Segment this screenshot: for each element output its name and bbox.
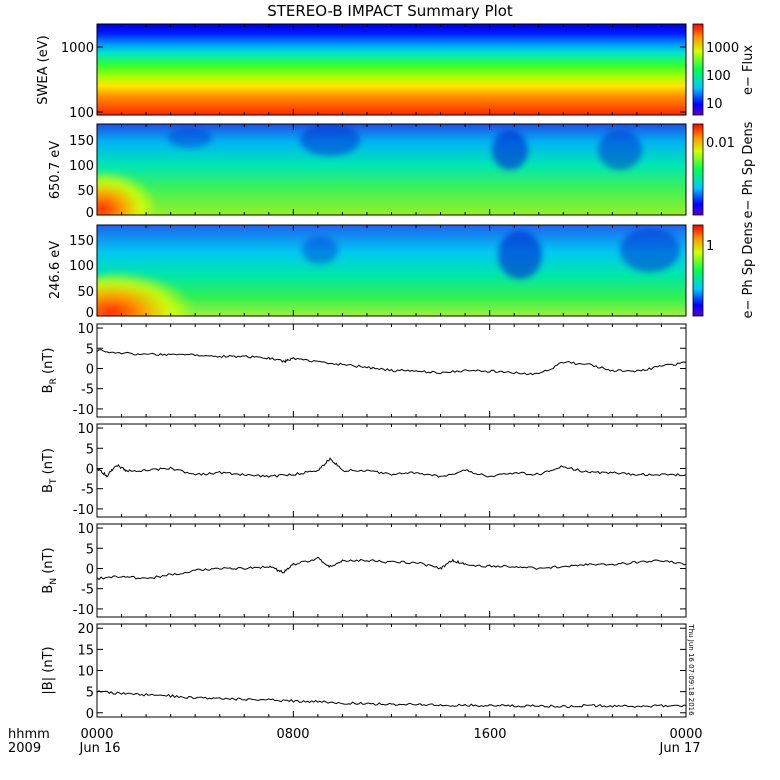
- pad246-ytick-100: 100: [69, 259, 94, 274]
- pad650-colorbar: [692, 123, 704, 216]
- plot-title: STEREO-B IMPACT Summary Plot: [267, 2, 513, 20]
- br-ytick-label: 0: [86, 362, 94, 377]
- time-axis-corner-bottom: 2009: [8, 741, 41, 756]
- bt-ytick-label: -10: [73, 503, 94, 518]
- pad650-ytick-150: 150: [69, 134, 94, 149]
- bn-ytick-label: 10: [77, 522, 94, 537]
- bn-ytick-label: 5: [86, 542, 94, 557]
- bmag-panel: 20 15 10 5 0 |B| (nT): [41, 622, 687, 722]
- br-panel: 10 5 0 -5 -10 BR (nT): [41, 322, 687, 418]
- bmag-ytick-label: 15: [77, 643, 94, 658]
- bt-ytick-label: 5: [86, 442, 94, 457]
- bmag-series-line: [96, 690, 687, 709]
- generation-timestamp: Thu Jun 16 07:09:18 2016: [687, 623, 695, 716]
- bt-ytick-label: -5: [81, 483, 94, 498]
- time-tick-0000: 0000: [80, 727, 113, 742]
- pad246-panel: 150 100 50 0 246.6 eV 1 e− Ph Sp Dens: [48, 221, 756, 321]
- pad650-ytick-0: 0: [86, 206, 94, 221]
- swea-spectrogram: [97, 24, 686, 115]
- time-tick-jun17: Jun 17: [659, 741, 701, 756]
- br-ytick-label: 10: [77, 322, 94, 337]
- bt-ytick-label: 0: [86, 462, 94, 477]
- swea-cbar-tick-100: 100: [706, 69, 731, 84]
- swea-ylabel: SWEA (eV): [36, 35, 51, 104]
- swea-cbar-tick-1000: 1000: [706, 41, 739, 56]
- swea-cbar-label: e− Flux: [741, 45, 756, 95]
- bn-ytick-label: 0: [86, 562, 94, 577]
- br-frame: [96, 323, 687, 418]
- bmag-ytick-label: 5: [86, 686, 94, 701]
- bn-panel: 10 5 0 -5 -10 BN (nT): [41, 522, 687, 618]
- swea-cbar-tick-10: 10: [706, 97, 723, 112]
- bmag-ytick-label: 10: [77, 665, 94, 680]
- time-tick-0800: 0800: [276, 727, 309, 742]
- pad650-ylabel: 650.7 eV: [48, 141, 63, 199]
- time-tick-1600: 1600: [473, 727, 506, 742]
- bt-frame: [96, 423, 687, 518]
- bmag-frame: [96, 623, 687, 718]
- bmag-ylabel: |B| (nT): [41, 646, 56, 694]
- time-axis-corner-top: hhmm: [8, 727, 50, 742]
- time-axis: hhmm 2009 0000 Jun 16 0800 1600 0000 Jun…: [8, 727, 703, 756]
- bn-ylabel: BN (nT): [41, 547, 59, 593]
- pad246-ylabel: 246.6 eV: [48, 241, 63, 299]
- pad650-ytick-100: 100: [69, 159, 94, 174]
- pad650-cbar-label: e− Ph Sp Dens: [741, 121, 756, 218]
- time-tick-end-0000: 0000: [669, 727, 702, 742]
- bn-ytick-label: -5: [81, 583, 94, 598]
- swea-panel: 1000 100 SWEA (eV) 1000 100 10 e− Flux: [36, 23, 756, 121]
- pad246-cbar-tick: 1: [706, 239, 714, 254]
- pad650-panel: 150 100 50 0 650.7 eV 0.01 e− Ph Sp Dens: [48, 121, 756, 221]
- pad650-ytick-50: 50: [77, 184, 94, 199]
- br-ylabel: BR (nT): [41, 348, 59, 394]
- bt-panel: 10 5 0 -5 -10 BT (nT): [41, 422, 687, 518]
- bn-frame: [96, 523, 687, 618]
- bt-ytick-label: 10: [77, 422, 94, 437]
- pad246-ytick-0: 0: [86, 306, 94, 321]
- pad246-ytick-150: 150: [69, 234, 94, 249]
- bt-ylabel: BT (nT): [41, 448, 59, 493]
- time-tick-jun16: Jun 16: [79, 741, 121, 756]
- pad246-spectrogram: [97, 225, 686, 316]
- bmag-ytick-label: 20: [77, 622, 94, 637]
- pad246-ytick-50: 50: [77, 285, 94, 300]
- swea-colorbar: [692, 23, 704, 116]
- pad650-cbar-tick: 0.01: [706, 136, 735, 151]
- br-ytick-label: -5: [81, 383, 94, 398]
- swea-ytick-100: 100: [69, 106, 94, 121]
- br-ytick-label: 5: [86, 342, 94, 357]
- bn-series-line: [96, 556, 687, 581]
- bt-series-line: [96, 457, 687, 478]
- bmag-ytick-label: 0: [86, 707, 94, 722]
- swea-ytick-1000: 1000: [61, 41, 94, 56]
- pad246-cbar-label: e− Ph Sp Dens: [741, 221, 756, 318]
- pad246-colorbar: [692, 224, 704, 317]
- br-series-line: [96, 349, 687, 376]
- bn-ytick-label: -10: [73, 603, 94, 618]
- br-ytick-label: -10: [73, 403, 94, 418]
